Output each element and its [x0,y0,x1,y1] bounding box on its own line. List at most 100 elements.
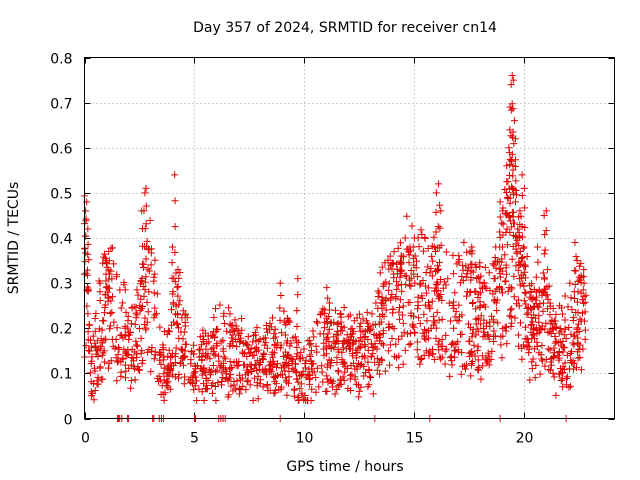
data-point [520,282,528,290]
data-point [323,284,331,292]
data-point [87,343,95,351]
data-point [479,324,487,332]
data-point [527,313,535,321]
data-point [307,357,315,365]
data-point [504,178,512,186]
data-point [511,156,519,164]
data-point [264,386,272,394]
data-point [455,317,463,325]
data-point [516,207,524,215]
data-point [277,371,285,379]
data-point [141,189,149,197]
data-point [110,318,118,326]
data-point [340,303,348,311]
data-point [218,368,226,376]
data-point [458,273,466,281]
data-point [284,337,292,345]
data-point [324,294,332,302]
data-point [368,310,376,318]
data-point [306,341,314,349]
data-point [310,333,318,341]
data-point [408,222,416,230]
data-point [99,375,107,383]
data-point [110,260,118,268]
data-point [438,296,446,304]
data-point [144,265,152,273]
data-point [508,133,516,141]
data-point [581,326,589,334]
data-point [250,365,258,373]
data-point [414,273,422,281]
data-point [159,345,167,353]
data-point [474,365,482,373]
data-point [468,250,476,258]
data-point [549,326,557,334]
data-point [323,334,331,342]
data-point [320,339,328,347]
data-point [323,372,331,380]
data-point [425,334,433,342]
data-point [173,319,181,327]
data-point [394,281,402,289]
data-point [574,277,582,285]
data-point [435,337,443,345]
data-point [280,307,288,315]
data-point [245,345,253,353]
data-point [462,361,470,369]
data-point [468,359,475,367]
data-point [333,386,341,394]
data-point [343,365,351,373]
data-point [142,255,150,263]
data-point [352,354,360,362]
data-point [293,307,301,315]
data-point [241,339,249,347]
data-point [238,348,246,356]
data-point [213,342,221,350]
data-point [503,241,511,249]
data-point [141,242,149,250]
data-point [271,325,279,333]
data-point [191,368,199,376]
data-point [459,266,467,274]
data-point [386,361,394,369]
data-point [441,360,449,368]
data-point [327,377,335,385]
data-point [546,346,554,354]
data-point [227,382,235,390]
data-point [545,366,553,374]
data-point [216,301,224,309]
data-point [496,273,504,281]
data-point [464,320,472,328]
data-point [544,266,552,274]
data-point [131,365,139,373]
data-point [345,345,353,353]
data-point [493,307,501,315]
data-point [541,246,549,254]
data-point [574,320,582,328]
data-point [386,341,394,349]
data-point [334,331,342,339]
data-point [142,202,150,210]
data-point [483,357,491,365]
data-point [244,376,252,384]
data-point [571,332,579,340]
data-point [472,263,480,271]
data-point [576,315,584,323]
data-point [308,347,316,355]
data-point [422,268,430,276]
data-point [395,308,403,316]
data-point [196,345,204,353]
data-point [254,372,262,380]
data-point [113,324,121,332]
data-point [136,301,144,309]
data-point [573,298,581,306]
data-point [493,285,501,293]
data-point [133,286,141,294]
data-point [428,252,436,260]
data-point [82,342,90,350]
data-point [529,355,537,363]
data-point [323,375,331,383]
data-point [571,239,579,247]
data-point [351,375,359,383]
data-point [410,261,418,269]
